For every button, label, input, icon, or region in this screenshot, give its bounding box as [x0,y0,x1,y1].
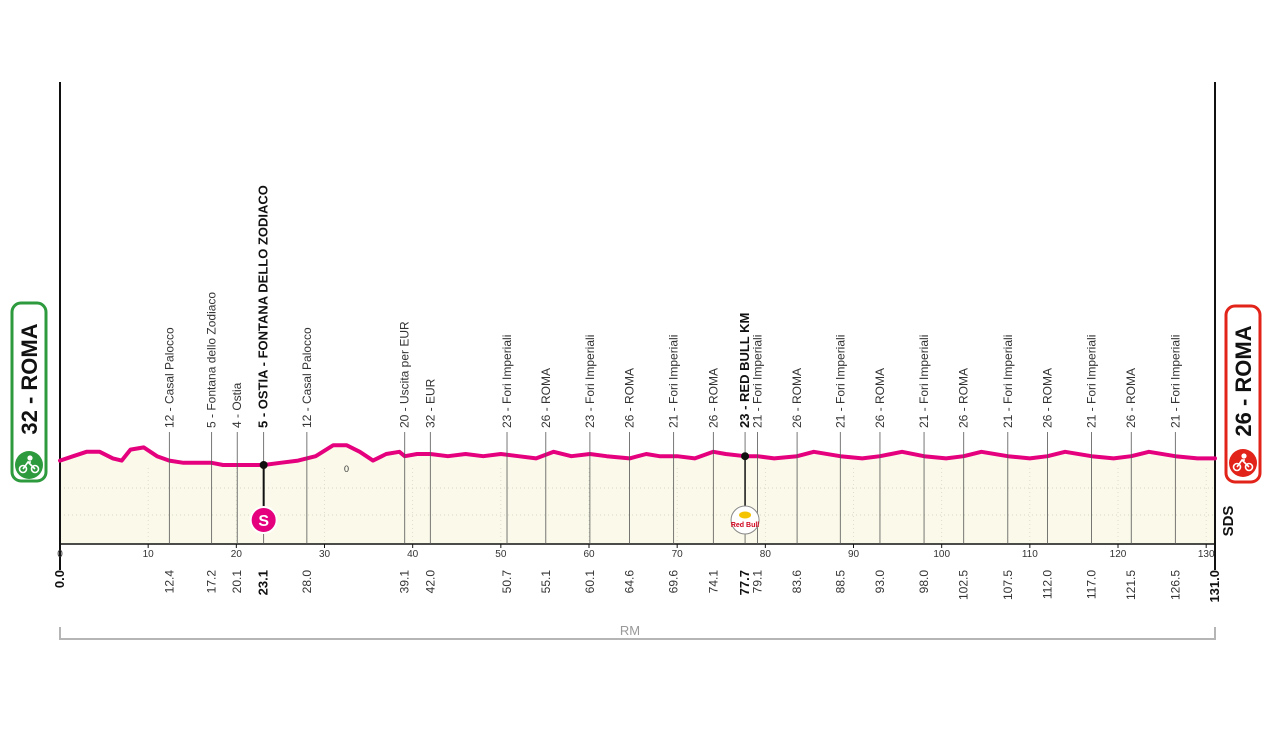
waypoint-label: 21 - Fori Imperiali [667,335,681,428]
start-label: 32 - ROMA [17,323,42,434]
redbull-sun-icon [739,511,752,519]
waypoint-label: 26 - ROMA [1124,368,1138,428]
axis-tick-label: 30 [319,549,331,560]
waypoint-label: 26 - ROMA [1040,368,1054,428]
axis-tick-label: 60 [583,549,595,560]
km-marker-label: 55.1 [539,570,553,594]
waypoint-labels: 12 - Casal Palocco 5 - Fontana dello Zodi… [162,185,1182,544]
waypoint-label: 26 - ROMA [706,368,720,428]
km-marker-label: 28.0 [300,570,314,594]
km-marker-label: 112.0 [1040,570,1054,599]
axis-tick-label: 10 [143,549,155,560]
km-marker-label: 107.5 [1001,570,1015,600]
km-marker-label: 102.5 [957,570,971,600]
waypoint-label: 21 - Fori Imperiali [1001,335,1015,428]
axis-tick-label: 120 [1110,549,1127,560]
km-marker-label: 79.1 [750,570,764,594]
finish-bike-glyph [1232,453,1254,472]
region-bracket: RM [59,620,1216,641]
axis-tick-label: 40 [407,549,419,560]
sprint-symbol: S [258,513,269,530]
start-bike-glyph [18,455,40,474]
waypoint-label: 23 - RED BULL KM [737,313,752,428]
waypoint-label: 12 - Casal Palocco [300,327,314,428]
km-marker-label: 23.1 [256,570,271,595]
km-axis: 0 10 20 30 40 50 60 70 80 90 100 110 120 130 0.0 12.4 17… [52,544,1222,603]
km-marker-label: 117.0 [1085,570,1099,599]
region-label: RM [620,623,640,638]
waypoint-label: 23 - Fori Imperiali [500,335,514,428]
km-marker-label: 69.6 [667,570,681,594]
axis-tick-label: 50 [495,549,507,560]
start-cyclist-icon [15,451,43,479]
waypoint-label: 32 - EUR [423,378,437,428]
waypoint-label: 21 - Fori Imperiali [833,335,847,428]
finish-label: 26 - ROMA [1231,325,1256,436]
km-marker-label: 42.0 [423,570,437,594]
axis-tick-label: 100 [933,549,950,560]
sprint-icon [249,506,278,534]
km-marker-label: 64.6 [623,570,637,594]
waypoint-label: 21 - Fori Imperiali [1085,335,1099,428]
km-marker-label: 74.1 [706,570,720,594]
km-marker-label: 20.1 [230,570,244,594]
waypoint-label: 21 - Fori Imperiali [1168,335,1182,428]
km-marker-label: 50.7 [500,570,514,594]
km-marker-label: 126.5 [1168,570,1182,600]
axis-tick-label: 130 [1198,549,1215,560]
waypoint-label: 26 - ROMA [623,368,637,428]
waypoint-label: 5 - OSTIA - FONTANA DELLO ZODIACO [256,185,271,428]
km-marker-label: 98.0 [917,570,931,594]
waypoint-label: 26 - ROMA [957,368,971,428]
start-badge-frame [10,301,48,483]
axis-tick-label: 70 [672,549,684,560]
km-marker-label: 131.0 [1207,570,1222,603]
km-marker-label: 88.5 [833,570,847,594]
plot-area: 0 [58,82,1217,570]
axis-tick-label: 20 [231,549,243,560]
km-marker-label: 77.7 [737,570,752,595]
brand-logo: SDS [1220,506,1237,537]
waypoint-label: 26 - ROMA [539,368,553,428]
km-marker-label: 83.6 [790,570,804,594]
finish-cyclist-icon [1229,449,1257,477]
redbull-icon [730,505,760,535]
waypoint-label: 20 - Uscita per EUR [398,321,412,428]
finish-badge: 26 - ROMA [1224,304,1262,484]
axis-tick-label: 80 [760,549,772,560]
km-marker-label: 39.1 [398,570,412,594]
km-markers: S Red Bull [249,452,760,535]
waypoint-label: 21 - Fori Imperiali [917,335,931,428]
waypoint-label: 23 - Fori Imperiali [583,335,597,428]
km-marker-label: 17.2 [205,570,219,594]
start-badge: 32 - ROMA [10,301,48,483]
finish-badge-frame [1224,304,1262,484]
waypoint-label: 4 - Ostia [230,382,244,428]
waypoint-label: 26 - ROMA [790,368,804,428]
km-marker-label: 121.5 [1124,570,1138,600]
axis-tick-label: 110 [1022,549,1038,560]
redbull-text: Red Bull [731,522,759,529]
km-marker-label: 60.1 [583,570,597,594]
axis-tick-label: 0 [57,549,63,560]
axis-tick-label: 90 [848,549,860,560]
profile-area-fill [60,445,1215,544]
km-marker-label: 93.0 [873,570,887,594]
waypoint-label: 21 - Fori Imperiali [750,335,764,428]
low-point-label: 0 [344,464,349,474]
km-marker-label: 0.0 [52,570,67,588]
waypoint-label: 5 - Fontana dello Zodiaco [205,292,219,428]
elevation-profile-line [58,443,1217,467]
km-marker-label: 12.4 [162,570,176,594]
waypoint-label: 26 - ROMA [873,368,887,428]
waypoint-label: 12 - Casal Palocco [162,327,176,428]
